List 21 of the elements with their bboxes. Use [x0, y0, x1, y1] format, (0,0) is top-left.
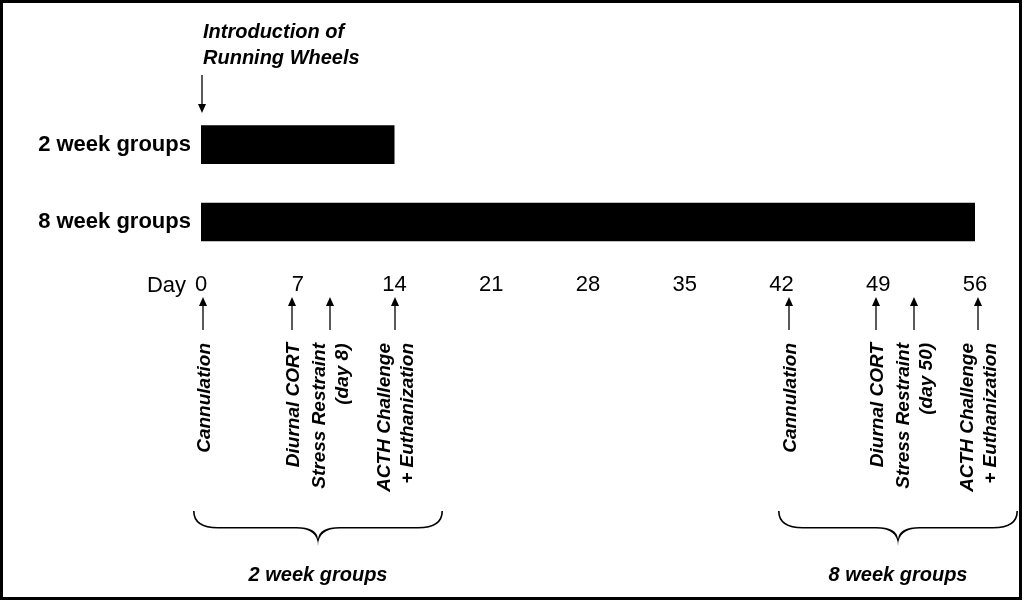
x-tick-label: 49: [866, 270, 891, 296]
x-tick-label: 56: [962, 270, 988, 296]
text: Stress Restraint (day 8): [307, 343, 353, 489]
text: Cannulation: [191, 343, 215, 453]
x-axis-title: Day: [146, 271, 186, 297]
text: Diurnal CORT: [864, 343, 888, 468]
text: ACTH Challenge + Euthanization: [955, 343, 1001, 492]
text: Introduction of Running Wheels: [203, 19, 360, 70]
text: Stress Restraint (day 50): [891, 343, 937, 489]
x-tick-label: 7: [291, 270, 304, 296]
text: Diurnal CORT: [280, 343, 304, 468]
text: 8 week groups: [828, 563, 968, 586]
text: ACTH Challenge + Euthanization: [372, 343, 418, 492]
text: Cannulation: [777, 343, 801, 453]
x-tick-label: 14: [382, 270, 407, 296]
x-tick-label: 21: [479, 270, 504, 296]
x-tick-label: 42: [769, 270, 794, 296]
x-tick-label: 0: [194, 270, 208, 296]
x-tick-label: 28: [575, 270, 601, 296]
x-tick-label: 35: [672, 270, 697, 296]
text: 2 week groups: [248, 563, 388, 586]
